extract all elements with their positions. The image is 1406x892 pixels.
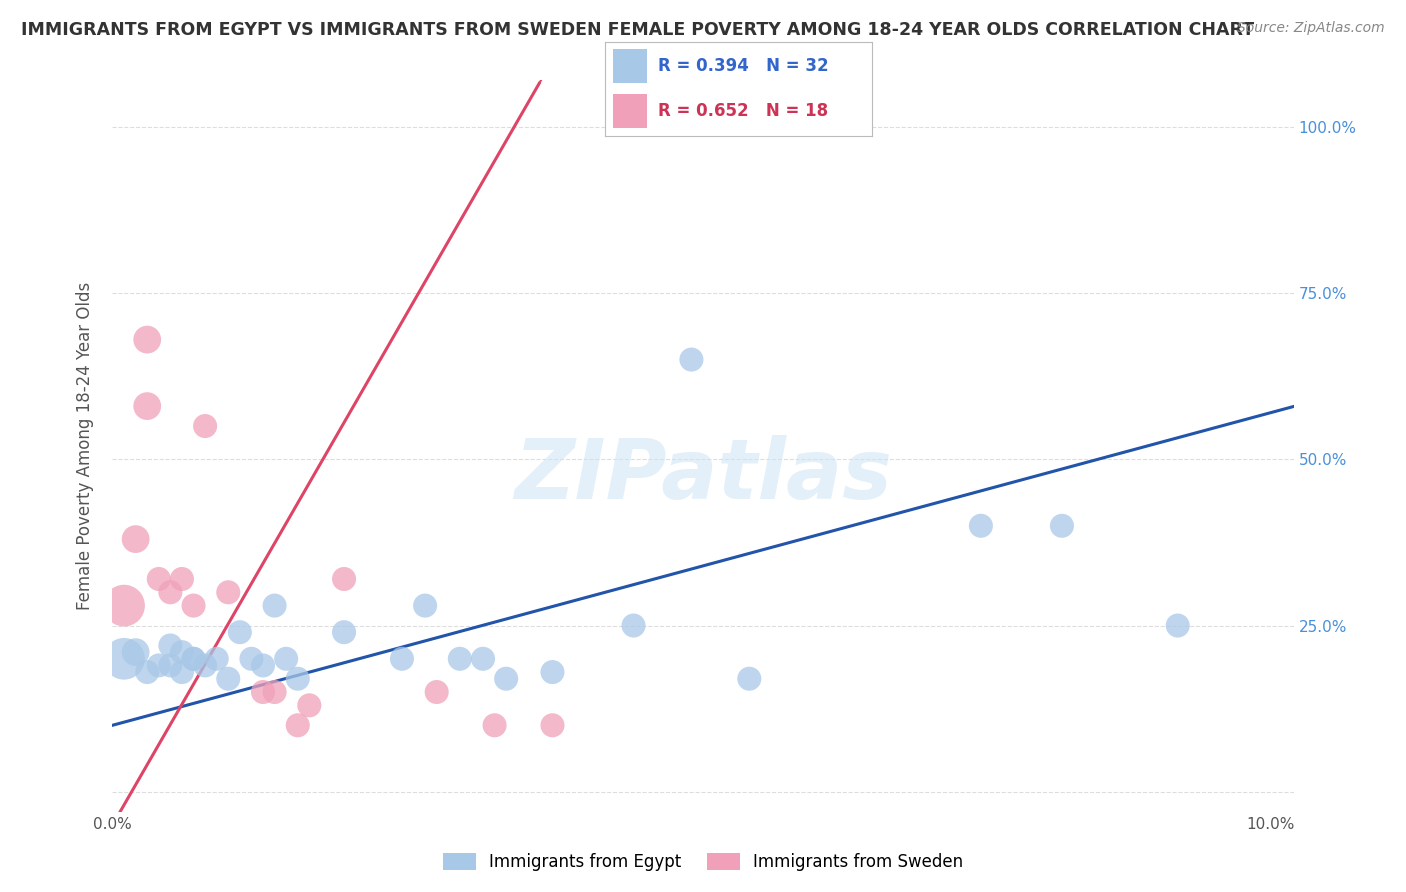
Point	[148, 658, 170, 673]
Text: R = 0.652   N = 18: R = 0.652 N = 18	[658, 102, 828, 120]
Point	[159, 639, 181, 653]
Point	[124, 532, 146, 546]
Point	[183, 652, 205, 666]
Point	[170, 665, 193, 679]
Point	[252, 685, 274, 699]
Point	[170, 645, 193, 659]
Point	[541, 718, 564, 732]
Point	[205, 652, 228, 666]
Point	[449, 652, 471, 666]
Text: IMMIGRANTS FROM EGYPT VS IMMIGRANTS FROM SWEDEN FEMALE POVERTY AMONG 18-24 YEAR : IMMIGRANTS FROM EGYPT VS IMMIGRANTS FROM…	[21, 21, 1254, 38]
Point	[252, 658, 274, 673]
Point	[148, 572, 170, 586]
Point	[217, 585, 239, 599]
Point	[194, 658, 217, 673]
Point	[136, 665, 159, 679]
Point	[484, 718, 506, 732]
Bar	[613, 95, 647, 128]
Point	[136, 333, 159, 347]
Point	[681, 352, 703, 367]
Point	[287, 672, 309, 686]
Point	[170, 572, 193, 586]
Point	[183, 599, 205, 613]
Point	[426, 685, 449, 699]
Bar	[613, 49, 647, 83]
Point	[112, 652, 135, 666]
Point	[333, 572, 356, 586]
Point	[217, 672, 239, 686]
Point	[159, 658, 181, 673]
Text: ZIPatlas: ZIPatlas	[515, 434, 891, 516]
Point	[541, 665, 564, 679]
Point	[124, 645, 146, 659]
Point	[194, 419, 217, 434]
Point	[183, 652, 205, 666]
Point	[495, 672, 517, 686]
Point	[263, 599, 285, 613]
Point	[298, 698, 321, 713]
Point	[240, 652, 263, 666]
Point	[970, 518, 993, 533]
Point	[276, 652, 298, 666]
Point	[1050, 518, 1073, 533]
Point	[623, 618, 645, 632]
Point	[738, 672, 761, 686]
Point	[287, 718, 309, 732]
Point	[472, 652, 495, 666]
Text: R = 0.394   N = 32: R = 0.394 N = 32	[658, 57, 828, 75]
Text: Source: ZipAtlas.com: Source: ZipAtlas.com	[1237, 21, 1385, 35]
Point	[136, 399, 159, 413]
Point	[159, 585, 181, 599]
Point	[391, 652, 413, 666]
Y-axis label: Female Poverty Among 18-24 Year Olds: Female Poverty Among 18-24 Year Olds	[76, 282, 94, 610]
Point	[112, 599, 135, 613]
Point	[1167, 618, 1189, 632]
Point	[413, 599, 436, 613]
Point	[333, 625, 356, 640]
Legend: Immigrants from Egypt, Immigrants from Sweden: Immigrants from Egypt, Immigrants from S…	[434, 845, 972, 880]
Point	[229, 625, 252, 640]
Point	[263, 685, 285, 699]
